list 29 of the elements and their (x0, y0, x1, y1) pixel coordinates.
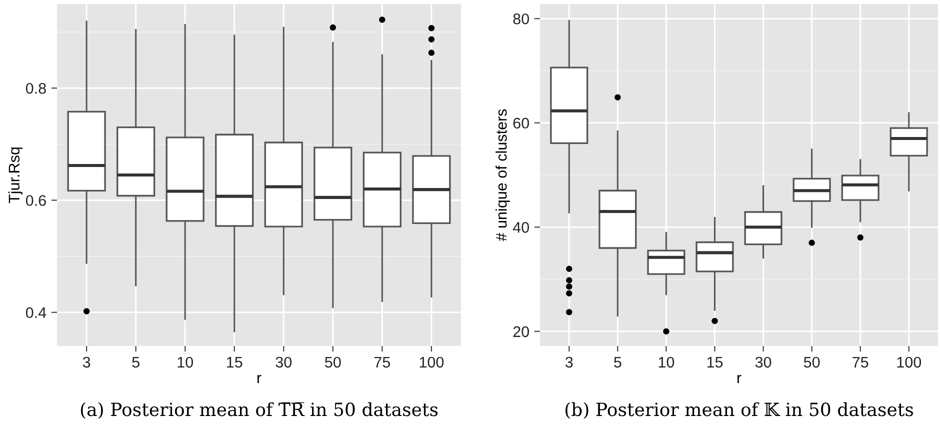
x-tick-label: 75 (852, 356, 868, 368)
text: (a) Posterior mean of T̅R̅ in 50 datasets (80, 402, 438, 419)
x-tick-label: 75 (374, 356, 390, 368)
x-tick-label: 50 (325, 356, 341, 368)
x-tick-label: 100 (897, 356, 922, 368)
x-tick-label: 100 (420, 356, 444, 368)
x-tick-label: 5 (614, 356, 622, 368)
y-tick-label: 60 (513, 118, 529, 129)
x-tick-label: 5 (132, 356, 140, 368)
y-tick-label: 0.6 (26, 195, 46, 206)
x-tick-label: 3 (82, 356, 90, 368)
x-tick-label: 30 (755, 356, 772, 368)
x-tick-label: 15 (227, 356, 242, 368)
y-tick-label: 20 (513, 326, 529, 338)
text: (b) Posterior mean of 𝕂 in 50 datasets (565, 402, 914, 419)
y-tick-label: 80 (513, 13, 529, 24)
x-tick-label: 10 (658, 356, 674, 368)
y-tick-label: 40 (512, 222, 529, 233)
x-axis-title: r (257, 374, 262, 384)
x-tick-label: 50 (804, 356, 820, 368)
y-tick-label: 0.4 (26, 307, 46, 318)
y-tick-label: 0.8 (26, 82, 46, 94)
y-axis-title: Tjur.Rsq (8, 148, 23, 204)
y-axis-title: # unique of clusters (496, 109, 510, 242)
x-axis-title: r (737, 374, 742, 384)
x-tick-label: 10 (178, 356, 193, 368)
x-tick-label: 15 (707, 356, 723, 368)
x-tick-label: 3 (565, 356, 573, 368)
x-tick-label: 30 (276, 356, 292, 368)
